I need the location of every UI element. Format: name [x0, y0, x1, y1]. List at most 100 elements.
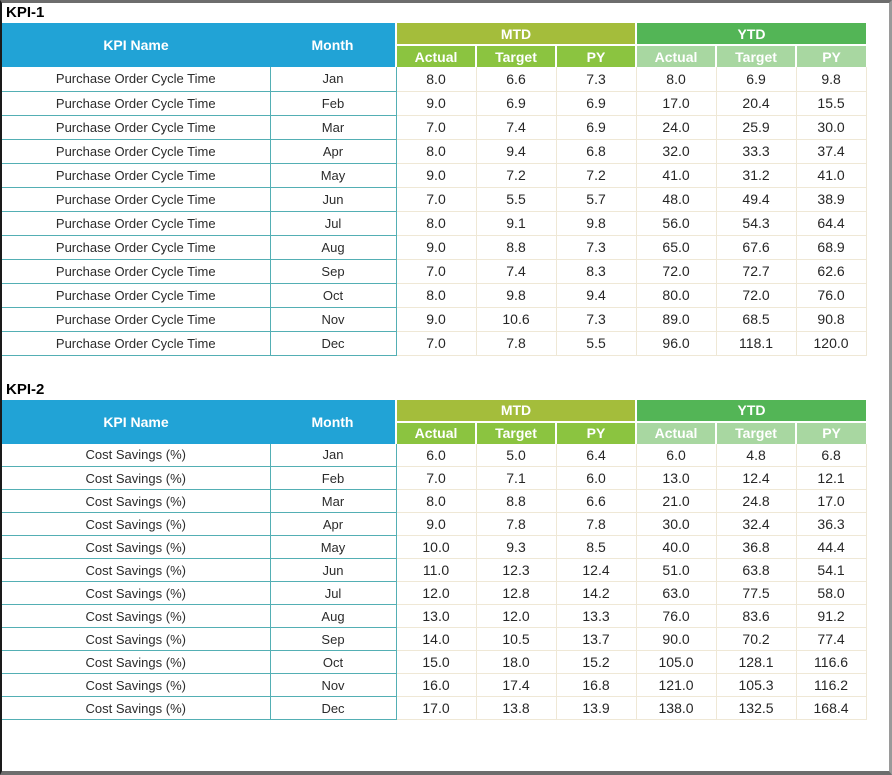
- ytd-actual-cell[interactable]: 65.0: [635, 234, 717, 260]
- mtd-py-cell[interactable]: 15.2: [555, 650, 637, 674]
- kpi-name-cell[interactable]: Cost Savings (%): [2, 443, 271, 467]
- ytd-actual-cell[interactable]: 80.0: [635, 282, 717, 308]
- ytd-target-cell[interactable]: 63.8: [715, 558, 797, 582]
- kpi2-month-header[interactable]: Month: [270, 399, 396, 444]
- mtd-target-cell[interactable]: 7.4: [475, 258, 557, 284]
- mtd-actual-cell[interactable]: 8.0: [395, 67, 477, 92]
- mtd-target-cell[interactable]: 9.3: [475, 535, 557, 559]
- mtd-target-cell[interactable]: 7.4: [475, 114, 557, 140]
- ytd-py-cell[interactable]: 17.0: [795, 489, 867, 513]
- month-cell[interactable]: Jan: [269, 443, 397, 467]
- mtd-actual-cell[interactable]: 9.0: [395, 90, 477, 116]
- mtd-actual-cell[interactable]: 7.0: [395, 114, 477, 140]
- ytd-py-cell[interactable]: 15.5: [795, 90, 867, 116]
- mtd-py-cell[interactable]: 7.2: [555, 162, 637, 188]
- mtd-target-cell[interactable]: 17.4: [475, 673, 557, 697]
- ytd-py-cell[interactable]: 76.0: [795, 282, 867, 308]
- ytd-target-cell[interactable]: 24.8: [715, 489, 797, 513]
- mtd-actual-cell[interactable]: 16.0: [395, 673, 477, 697]
- kpi1-ytd-actual-header[interactable]: Actual: [635, 44, 717, 67]
- mtd-py-cell[interactable]: 9.4: [555, 282, 637, 308]
- kpi2-ytd-actual-header[interactable]: Actual: [635, 420, 717, 444]
- mtd-py-cell[interactable]: 7.8: [555, 512, 637, 536]
- kpi1-mtd-group-header[interactable]: MTD: [394, 23, 637, 45]
- ytd-actual-cell[interactable]: 56.0: [635, 210, 717, 236]
- ytd-actual-cell[interactable]: 63.0: [635, 581, 717, 605]
- ytd-py-cell[interactable]: 9.8: [795, 67, 867, 92]
- ytd-py-cell[interactable]: 12.1: [795, 466, 867, 490]
- kpi-name-cell[interactable]: Purchase Order Cycle Time: [2, 90, 271, 116]
- mtd-py-cell[interactable]: 6.6: [555, 489, 637, 513]
- kpi1-kpi-name-header[interactable]: KPI Name: [2, 23, 270, 67]
- mtd-py-cell[interactable]: 7.3: [555, 306, 637, 332]
- kpi1-mtd-target-header[interactable]: Target: [475, 44, 556, 67]
- month-cell[interactable]: Sep: [269, 258, 397, 284]
- ytd-target-cell[interactable]: 77.5: [715, 581, 797, 605]
- ytd-py-cell[interactable]: 64.4: [795, 210, 867, 236]
- mtd-actual-cell[interactable]: 10.0: [395, 535, 477, 559]
- ytd-py-cell[interactable]: 77.4: [795, 627, 867, 651]
- ytd-target-cell[interactable]: 132.5: [715, 696, 797, 720]
- ytd-target-cell[interactable]: 25.9: [715, 114, 797, 140]
- mtd-actual-cell[interactable]: 7.0: [395, 466, 477, 490]
- mtd-target-cell[interactable]: 9.8: [475, 282, 557, 308]
- ytd-py-cell[interactable]: 90.8: [795, 306, 867, 332]
- month-cell[interactable]: Jan: [269, 67, 397, 92]
- ytd-actual-cell[interactable]: 90.0: [635, 627, 717, 651]
- kpi2-ytd-py-header[interactable]: PY: [795, 420, 867, 444]
- kpi-name-cell[interactable]: Cost Savings (%): [2, 673, 271, 697]
- mtd-py-cell[interactable]: 14.2: [555, 581, 637, 605]
- ytd-actual-cell[interactable]: 48.0: [635, 186, 717, 212]
- mtd-actual-cell[interactable]: 8.0: [395, 210, 477, 236]
- ytd-py-cell[interactable]: 116.6: [795, 650, 867, 674]
- mtd-target-cell[interactable]: 6.6: [475, 67, 557, 92]
- mtd-py-cell[interactable]: 6.9: [555, 90, 637, 116]
- mtd-actual-cell[interactable]: 7.0: [395, 186, 477, 212]
- month-cell[interactable]: Nov: [269, 306, 397, 332]
- kpi1-ytd-target-header[interactable]: Target: [715, 44, 797, 67]
- mtd-target-cell[interactable]: 7.2: [475, 162, 557, 188]
- month-cell[interactable]: Sep: [269, 627, 397, 651]
- mtd-py-cell[interactable]: 9.8: [555, 210, 637, 236]
- ytd-actual-cell[interactable]: 105.0: [635, 650, 717, 674]
- ytd-py-cell[interactable]: 120.0: [795, 330, 867, 356]
- kpi-name-cell[interactable]: Cost Savings (%): [2, 512, 271, 536]
- kpi-name-cell[interactable]: Purchase Order Cycle Time: [2, 138, 271, 164]
- ytd-target-cell[interactable]: 70.2: [715, 627, 797, 651]
- kpi-name-cell[interactable]: Purchase Order Cycle Time: [2, 306, 271, 332]
- ytd-actual-cell[interactable]: 96.0: [635, 330, 717, 356]
- ytd-actual-cell[interactable]: 41.0: [635, 162, 717, 188]
- mtd-actual-cell[interactable]: 8.0: [395, 489, 477, 513]
- mtd-py-cell[interactable]: 8.3: [555, 258, 637, 284]
- ytd-target-cell[interactable]: 33.3: [715, 138, 797, 164]
- ytd-py-cell[interactable]: 54.1: [795, 558, 867, 582]
- mtd-actual-cell[interactable]: 8.0: [395, 138, 477, 164]
- kpi-name-cell[interactable]: Purchase Order Cycle Time: [2, 114, 271, 140]
- kpi-name-cell[interactable]: Cost Savings (%): [2, 627, 271, 651]
- ytd-py-cell[interactable]: 91.2: [795, 604, 867, 628]
- ytd-target-cell[interactable]: 118.1: [715, 330, 797, 356]
- mtd-actual-cell[interactable]: 15.0: [395, 650, 477, 674]
- ytd-target-cell[interactable]: 54.3: [715, 210, 797, 236]
- mtd-target-cell[interactable]: 12.8: [475, 581, 557, 605]
- month-cell[interactable]: Mar: [269, 489, 397, 513]
- ytd-actual-cell[interactable]: 13.0: [635, 466, 717, 490]
- month-cell[interactable]: May: [269, 535, 397, 559]
- month-cell[interactable]: May: [269, 162, 397, 188]
- mtd-actual-cell[interactable]: 12.0: [395, 581, 477, 605]
- month-cell[interactable]: Nov: [269, 673, 397, 697]
- kpi1-mtd-py-header[interactable]: PY: [554, 44, 637, 67]
- ytd-target-cell[interactable]: 12.4: [715, 466, 797, 490]
- mtd-actual-cell[interactable]: 7.0: [395, 330, 477, 356]
- ytd-actual-cell[interactable]: 21.0: [635, 489, 717, 513]
- ytd-target-cell[interactable]: 72.0: [715, 282, 797, 308]
- mtd-target-cell[interactable]: 7.1: [475, 466, 557, 490]
- mtd-target-cell[interactable]: 8.8: [475, 489, 557, 513]
- mtd-actual-cell[interactable]: 9.0: [395, 162, 477, 188]
- ytd-target-cell[interactable]: 49.4: [715, 186, 797, 212]
- ytd-py-cell[interactable]: 6.8: [795, 443, 867, 467]
- ytd-target-cell[interactable]: 4.8: [715, 443, 797, 467]
- kpi-name-cell[interactable]: Purchase Order Cycle Time: [2, 330, 271, 356]
- month-cell[interactable]: Dec: [269, 696, 397, 720]
- kpi-name-cell[interactable]: Cost Savings (%): [2, 696, 271, 720]
